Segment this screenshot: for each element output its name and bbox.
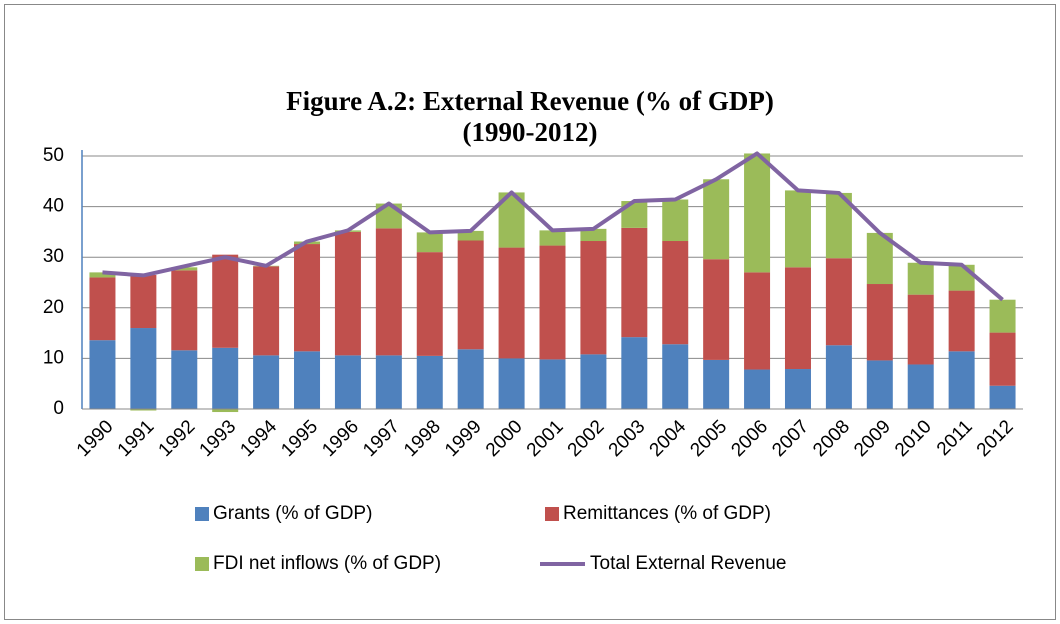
- bar: [744, 369, 771, 409]
- bar: [130, 274, 157, 329]
- bar: [784, 369, 811, 409]
- bar: [539, 245, 566, 360]
- bar: [294, 244, 321, 352]
- y-tick-label: 50: [43, 145, 64, 166]
- bar: [580, 241, 607, 355]
- bar: [539, 359, 566, 409]
- bar: [825, 258, 852, 346]
- chart-subtitle: (1990-2012): [463, 117, 598, 147]
- bar: [375, 228, 402, 356]
- bar: [130, 328, 157, 409]
- legend-swatch: [545, 507, 559, 521]
- bar: [744, 272, 771, 370]
- bar: [457, 230, 484, 241]
- bar: [334, 355, 361, 409]
- bar: [580, 354, 607, 409]
- bar: [703, 359, 730, 409]
- bar: [212, 347, 239, 409]
- legend-label: Remittances (% of GDP): [563, 503, 771, 524]
- bar: [989, 385, 1016, 409]
- bar: [621, 337, 648, 409]
- bar: [662, 241, 689, 345]
- bar: [130, 409, 157, 411]
- y-tick-label: 10: [43, 347, 64, 368]
- bar: [89, 277, 116, 341]
- bar: [825, 345, 852, 409]
- bar: [784, 190, 811, 268]
- bar: [539, 230, 566, 246]
- bar: [907, 364, 934, 409]
- bar: [498, 358, 525, 409]
- bar: [253, 266, 280, 356]
- y-tick-label: 0: [53, 398, 64, 419]
- bar: [784, 267, 811, 370]
- bar: [498, 247, 525, 359]
- bar: [866, 360, 893, 409]
- bar: [375, 355, 402, 409]
- bar: [457, 349, 484, 409]
- bar: [662, 344, 689, 409]
- bar: [621, 227, 648, 338]
- bar: [989, 332, 1016, 386]
- bar: [416, 355, 443, 409]
- bar: [948, 264, 975, 291]
- y-tick-label: 40: [43, 196, 64, 217]
- bar: [907, 294, 934, 365]
- y-tick-label: 20: [43, 297, 64, 318]
- bar: [212, 254, 239, 348]
- bar: [580, 228, 607, 242]
- bar: [989, 299, 1016, 333]
- bar: [866, 284, 893, 361]
- bar: [948, 290, 975, 352]
- bar: [171, 270, 198, 351]
- bar: [703, 259, 730, 360]
- bar: [253, 355, 280, 409]
- bar: [662, 199, 689, 242]
- legend-label: Grants (% of GDP): [213, 503, 372, 524]
- bar: [334, 231, 361, 356]
- bar: [703, 179, 730, 260]
- legend-swatch: [195, 507, 209, 521]
- legend-swatch: [195, 557, 209, 571]
- chart-title: Figure A.2: External Revenue (% of GDP): [286, 86, 774, 116]
- bar: [416, 232, 443, 253]
- bar: [294, 351, 321, 409]
- y-tick-label: 30: [43, 246, 64, 267]
- bar: [171, 350, 198, 409]
- bar: [171, 267, 198, 271]
- bar: [89, 340, 116, 409]
- legend-label: Total External Revenue: [590, 553, 786, 574]
- bar: [416, 252, 443, 356]
- bar: [948, 351, 975, 409]
- line: [102, 151, 1004, 302]
- bar: [457, 240, 484, 350]
- bar: [89, 272, 116, 278]
- legend-label: FDI net inflows (% of GDP): [213, 553, 441, 574]
- bar: [212, 409, 239, 413]
- bar: [907, 262, 934, 295]
- bar: [744, 153, 771, 273]
